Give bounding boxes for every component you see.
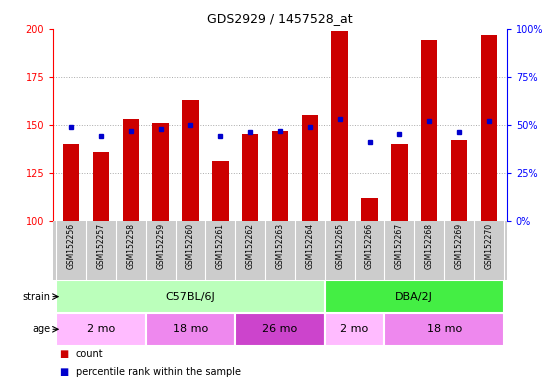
Text: ■: ■ xyxy=(59,367,68,377)
Bar xyxy=(480,35,497,221)
Text: GSM152264: GSM152264 xyxy=(305,223,314,269)
Text: GSM152270: GSM152270 xyxy=(484,223,493,269)
Text: GSM152263: GSM152263 xyxy=(276,223,284,269)
Bar xyxy=(182,100,199,221)
Text: GSM152267: GSM152267 xyxy=(395,223,404,269)
Bar xyxy=(56,313,146,346)
Bar xyxy=(235,313,325,346)
Bar xyxy=(152,123,169,221)
Bar xyxy=(212,161,228,221)
Text: GSM152256: GSM152256 xyxy=(67,223,76,269)
Bar xyxy=(451,140,467,221)
Text: 2 mo: 2 mo xyxy=(340,324,368,334)
Text: GSM152269: GSM152269 xyxy=(455,223,464,269)
Bar xyxy=(63,144,80,221)
Bar xyxy=(242,134,258,221)
Text: ■: ■ xyxy=(59,349,68,359)
Text: GSM152265: GSM152265 xyxy=(335,223,344,269)
Bar xyxy=(302,115,318,221)
Text: strain: strain xyxy=(22,291,50,302)
Text: GDS2929 / 1457528_at: GDS2929 / 1457528_at xyxy=(207,12,353,25)
Bar xyxy=(146,313,235,346)
Text: GSM152260: GSM152260 xyxy=(186,223,195,269)
Text: 26 mo: 26 mo xyxy=(263,324,297,334)
Bar xyxy=(325,280,504,313)
Bar xyxy=(123,119,139,221)
Bar xyxy=(272,131,288,221)
Text: GSM152259: GSM152259 xyxy=(156,223,165,269)
Text: DBA/2J: DBA/2J xyxy=(395,291,433,302)
Text: GSM152257: GSM152257 xyxy=(96,223,105,269)
Bar xyxy=(332,31,348,221)
Text: count: count xyxy=(76,349,103,359)
Text: GSM152262: GSM152262 xyxy=(246,223,255,268)
Text: age: age xyxy=(32,324,50,334)
Text: 2 mo: 2 mo xyxy=(87,324,115,334)
Text: 18 mo: 18 mo xyxy=(173,324,208,334)
Text: GSM152266: GSM152266 xyxy=(365,223,374,269)
Bar xyxy=(391,144,408,221)
Text: GSM152268: GSM152268 xyxy=(424,223,433,268)
Text: 18 mo: 18 mo xyxy=(427,324,462,334)
Text: C57BL/6J: C57BL/6J xyxy=(166,291,216,302)
Bar xyxy=(325,313,385,346)
Bar xyxy=(93,152,109,221)
Text: percentile rank within the sample: percentile rank within the sample xyxy=(76,367,241,377)
Bar xyxy=(56,280,325,313)
Bar xyxy=(421,40,437,221)
Bar xyxy=(385,313,504,346)
Text: GSM152258: GSM152258 xyxy=(127,223,136,268)
Text: GSM152261: GSM152261 xyxy=(216,223,225,268)
Bar xyxy=(361,198,378,221)
